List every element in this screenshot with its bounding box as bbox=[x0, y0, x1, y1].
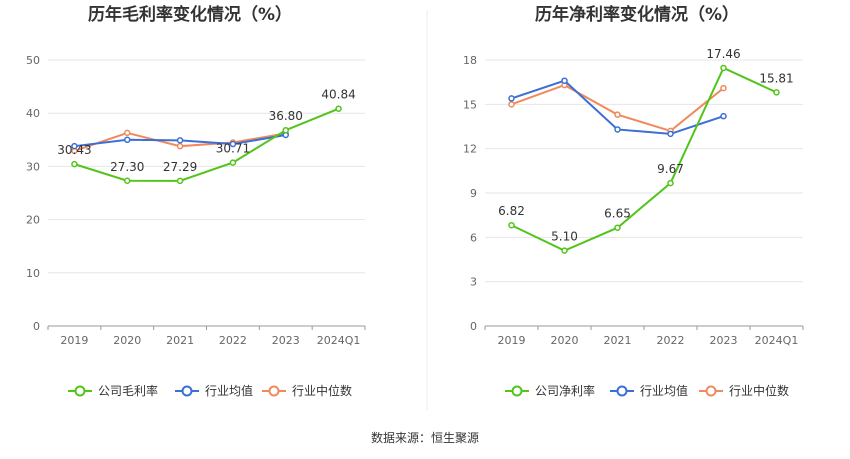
legend-swatch-marker bbox=[511, 385, 523, 397]
y-tick-label: 18 bbox=[463, 54, 477, 67]
data-label: 5.10 bbox=[551, 230, 578, 244]
x-tick-label: 2019 bbox=[60, 334, 88, 347]
x-tick-label: 2019 bbox=[498, 334, 526, 347]
data-label: 30.71 bbox=[216, 142, 250, 156]
y-tick-label: 3 bbox=[470, 276, 477, 289]
data-point-industry-avg bbox=[508, 95, 515, 102]
legend-item-industry-median[interactable]: 行业中位数 bbox=[262, 383, 352, 398]
legend-item-company[interactable]: 公司净利率 bbox=[505, 383, 595, 398]
data-point-company bbox=[561, 247, 568, 254]
data-point-company bbox=[176, 177, 184, 185]
x-tick-label: 2020 bbox=[113, 334, 141, 347]
legend-swatch-marker bbox=[268, 385, 280, 397]
legend-label: 行业中位数 bbox=[292, 383, 352, 398]
legend-swatch-marker bbox=[181, 385, 193, 397]
y-tick-label: 30 bbox=[26, 160, 40, 173]
data-label: 27.29 bbox=[163, 160, 197, 174]
data-point-industry-avg bbox=[720, 112, 727, 120]
y-tick-label: 15 bbox=[463, 98, 477, 111]
data-label: 9.67 bbox=[657, 162, 684, 176]
x-tick-label: 2020 bbox=[551, 334, 579, 347]
y-tick-label: 12 bbox=[463, 143, 477, 156]
net-margin-chart: 历年净利率变化情况（%） 0 3 6 9 12 15 18 2019 2020 2021 2022 20… bbox=[463, 4, 804, 398]
data-point-company bbox=[124, 177, 131, 185]
legend-item-company[interactable]: 公司毛利率 bbox=[68, 383, 158, 398]
data-point-industry-avg bbox=[229, 140, 237, 148]
data-label: 40.84 bbox=[321, 88, 355, 102]
data-point-company bbox=[667, 179, 674, 187]
chart-title: 历年毛利率变化情况（%） bbox=[88, 4, 292, 25]
data-label: 6.65 bbox=[604, 207, 631, 221]
data-point-industry-avg bbox=[71, 142, 78, 150]
data-point-industry-avg bbox=[667, 130, 674, 138]
data-point-company bbox=[773, 89, 780, 96]
legend-item-industry-median[interactable]: 行业中位数 bbox=[699, 383, 789, 398]
x-tick-label: 2021 bbox=[604, 334, 632, 347]
data-label: 17.46 bbox=[706, 47, 740, 61]
data-label: 6.82 bbox=[498, 204, 525, 218]
legend-label: 行业中位数 bbox=[729, 383, 789, 398]
data-point-industry-median bbox=[124, 129, 131, 137]
data-point-company bbox=[71, 160, 78, 168]
legend-swatch-marker bbox=[616, 385, 628, 397]
x-tick-label: 2021 bbox=[166, 334, 194, 347]
data-point-company bbox=[614, 224, 621, 231]
data-point-company bbox=[335, 105, 342, 112]
series-line-company bbox=[74, 107, 339, 182]
y-tick-label: 40 bbox=[26, 107, 40, 120]
data-point-industry-avg bbox=[561, 77, 568, 84]
legend-item-industry-avg[interactable]: 行业均值 bbox=[610, 383, 688, 398]
data-point-industry-median bbox=[176, 142, 184, 150]
y-tick-label: 10 bbox=[26, 267, 40, 280]
y-tick-label: 20 bbox=[26, 214, 40, 227]
legend-label: 公司净利率 bbox=[535, 383, 595, 398]
series-line-company bbox=[511, 66, 777, 252]
gross-margin-chart: 历年毛利率变化情况（%） 0 10 20 30 40 50 2019 2020 2021 2022 2… bbox=[26, 4, 366, 398]
legend-item-industry-avg[interactable]: 行业均值 bbox=[175, 383, 253, 398]
x-tick-label: 2022 bbox=[219, 334, 247, 347]
data-point-industry-avg bbox=[176, 137, 184, 144]
series-line-industry-avg bbox=[511, 79, 724, 135]
data-label: 27.30 bbox=[110, 160, 144, 174]
y-tick-label: 0 bbox=[33, 320, 40, 333]
x-tick-label: 2023 bbox=[710, 334, 738, 347]
y-tick-label: 6 bbox=[470, 231, 477, 244]
data-label: 15.81 bbox=[759, 71, 793, 85]
data-label: 36.80 bbox=[269, 109, 303, 123]
data-point-company bbox=[229, 159, 237, 166]
legend-swatch-marker bbox=[705, 385, 717, 397]
series-line-industry-median bbox=[511, 84, 725, 133]
x-tick-label: 2024Q1 bbox=[317, 334, 361, 347]
data-point-industry-median bbox=[508, 101, 515, 108]
data-point-industry-median bbox=[614, 111, 621, 118]
chart-title: 历年净利率变化情况（%） bbox=[535, 4, 739, 25]
legend-swatch-marker bbox=[74, 385, 86, 397]
data-point-industry-avg bbox=[614, 126, 621, 133]
y-tick-label: 9 bbox=[470, 187, 477, 200]
legend-label: 行业均值 bbox=[640, 383, 688, 398]
x-tick-label: 2023 bbox=[272, 334, 300, 347]
data-source-footer: 数据来源：恒生聚源 bbox=[371, 430, 479, 445]
data-point-company bbox=[282, 126, 289, 134]
data-point-company bbox=[720, 64, 727, 72]
x-tick-label: 2024Q1 bbox=[755, 334, 799, 347]
y-tick-label: 50 bbox=[26, 54, 40, 67]
data-label: 30.43 bbox=[57, 143, 91, 157]
data-point-company bbox=[508, 221, 515, 229]
legend-label: 行业均值 bbox=[205, 383, 253, 398]
data-point-industry-avg bbox=[124, 136, 131, 144]
data-point-industry-median bbox=[720, 84, 727, 92]
y-tick-label: 0 bbox=[470, 320, 477, 333]
legend-label: 公司毛利率 bbox=[98, 383, 158, 398]
x-tick-label: 2022 bbox=[657, 334, 685, 347]
